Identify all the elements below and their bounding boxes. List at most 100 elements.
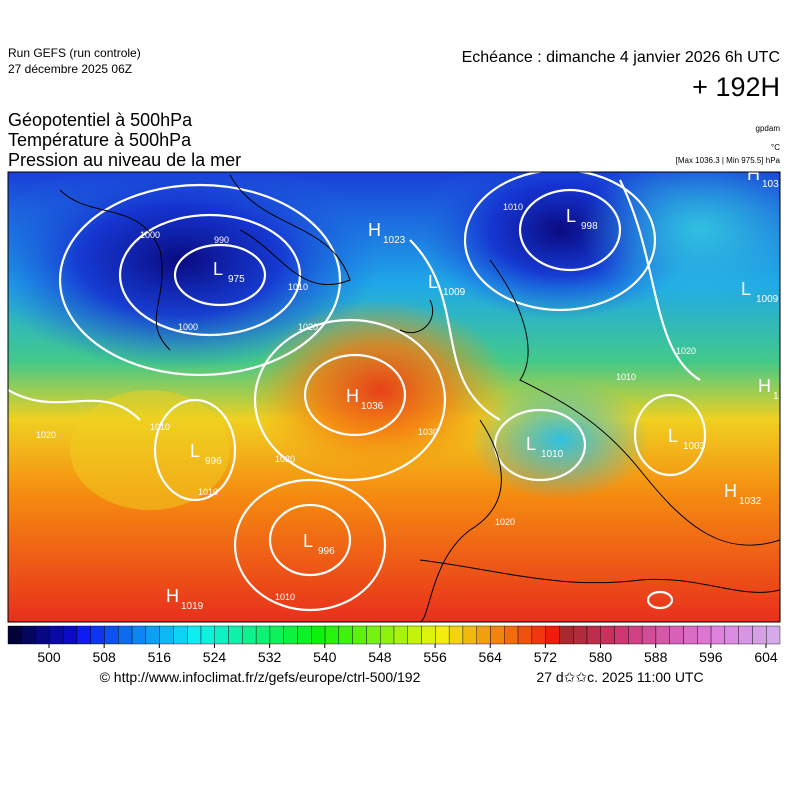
isobar-label: 1010	[503, 202, 523, 212]
unit: gpdam	[756, 124, 781, 133]
cold-area	[8, 172, 380, 370]
colorbar-swatch	[490, 625, 505, 645]
coastlines	[59, 174, 780, 622]
colorbar-swatch	[559, 625, 574, 645]
colorbar-swatch	[766, 625, 781, 645]
colorbar-swatch	[586, 625, 601, 645]
colorbar-swatch	[614, 625, 629, 645]
colorbar-swatch	[159, 625, 174, 645]
colorbar-swatch	[504, 625, 519, 645]
field-name: Pression au niveau de la mer	[8, 150, 241, 170]
colorbar-swatch	[435, 625, 450, 645]
field-name: Température à 500hPa	[8, 130, 192, 150]
center-value: 1009	[756, 294, 779, 305]
center-letter: H	[368, 220, 381, 240]
center-value: 1003	[683, 441, 706, 452]
colorbar-label: 540	[313, 649, 337, 665]
colorbar-swatch	[118, 625, 133, 645]
colorbar-label: 580	[589, 649, 613, 665]
timestamp: 27 d✩✩c. 2025 11:00 UTC	[536, 669, 703, 685]
map	[8, 172, 780, 622]
colorbar-swatch	[131, 625, 147, 645]
colorbar-swatch	[669, 625, 684, 645]
colorbar-swatch	[600, 625, 615, 645]
center-letter: H	[724, 481, 737, 501]
field-name: Géopotentiel à 500hPa	[8, 110, 193, 130]
colorbar-swatch	[738, 625, 753, 645]
colorbar-swatch	[255, 625, 271, 645]
colorbar-swatch	[228, 625, 243, 645]
isobar-label: 1020	[275, 454, 295, 464]
center-value: 975	[228, 274, 245, 285]
colorbar-swatch	[62, 625, 78, 645]
colorbar-swatch	[573, 625, 588, 645]
colorbar-swatch	[214, 625, 229, 645]
colorbar-swatch	[21, 625, 36, 645]
colorbar-label: 572	[534, 649, 558, 665]
colorbar-swatch	[49, 625, 64, 645]
colorbar-label: 516	[148, 649, 172, 665]
center-value: 1036	[361, 401, 384, 412]
colorbar-swatch	[145, 625, 160, 645]
center-value: 1	[773, 391, 779, 402]
colorbar-label: 500	[37, 649, 61, 665]
isobar-label: 1030	[418, 427, 438, 437]
isobar-label: 1020	[676, 346, 696, 356]
colorbar-label: 556	[423, 649, 447, 665]
isobar-label: 1010	[275, 592, 295, 602]
unit: [Max 1036.3 | Min 975.5] hPa	[676, 156, 781, 165]
colorbar-swatch	[366, 625, 381, 645]
run-date: 27 décembre 2025 06Z	[8, 62, 132, 76]
colorbar-swatch	[311, 625, 326, 645]
colorbar-swatch	[7, 625, 22, 645]
colorbar-label: 596	[699, 649, 723, 665]
cool-area	[470, 380, 650, 500]
colorbar-swatch	[187, 625, 202, 645]
colorbar-swatch	[35, 625, 50, 645]
colorbar-swatch	[297, 625, 312, 645]
center-letter: L	[668, 426, 678, 446]
colorbar-swatch	[683, 625, 698, 645]
center-letter: H	[166, 586, 179, 606]
colorbar-swatch	[628, 625, 643, 645]
colorbar-swatch	[283, 625, 298, 645]
colorbar-label: 508	[92, 649, 116, 665]
colorbar-label: 564	[479, 649, 503, 665]
cool-area	[580, 172, 780, 310]
center-letter: L	[566, 206, 576, 226]
colorbar-swatch	[752, 625, 767, 645]
center-value: 1009	[443, 287, 466, 298]
center-value: 996	[205, 456, 222, 467]
isobar-label: 1000	[140, 230, 160, 240]
colorbar-swatch	[545, 625, 560, 645]
center-letter: L	[190, 441, 200, 461]
lead-time: + 192H	[692, 72, 780, 102]
colorbar: 500 508 516 524 532 540 548 556 564 572 580 588 596 6…	[7, 625, 781, 665]
colorbar-swatch	[173, 625, 188, 645]
center-value: 1032	[739, 496, 762, 507]
pressure-centers: L975H1023L1009L998H1036L996L1010L1003H10…	[166, 164, 779, 612]
isobar-label: 1020	[495, 517, 515, 527]
warm-area	[250, 300, 510, 480]
source-url: © http://www.infoclimat.fr/z/gefs/europe…	[100, 669, 421, 685]
warm-area	[70, 390, 230, 510]
colorbar-label: 604	[754, 649, 778, 665]
isobar-label: 1010	[616, 372, 636, 382]
center-value: 1019	[181, 601, 204, 612]
center-value: 1023	[383, 235, 406, 246]
center-letter: H	[346, 386, 359, 406]
isobar-label: 1010	[288, 282, 308, 292]
isobars	[8, 172, 707, 612]
isobar-label: 1020	[298, 322, 318, 332]
colorbar-swatch	[76, 625, 91, 645]
colorbar-swatch	[476, 625, 491, 645]
colorbar-swatch	[352, 625, 367, 645]
colorbar-swatch	[448, 625, 464, 645]
center-value: 103	[762, 179, 779, 190]
colorbar-swatch	[90, 625, 105, 645]
isobar-label: 990	[214, 235, 229, 245]
echeance: Echéance : dimanche 4 janvier 2026 6h UT…	[462, 49, 780, 66]
center-value: 998	[581, 221, 598, 232]
colorbar-swatch	[697, 625, 712, 645]
